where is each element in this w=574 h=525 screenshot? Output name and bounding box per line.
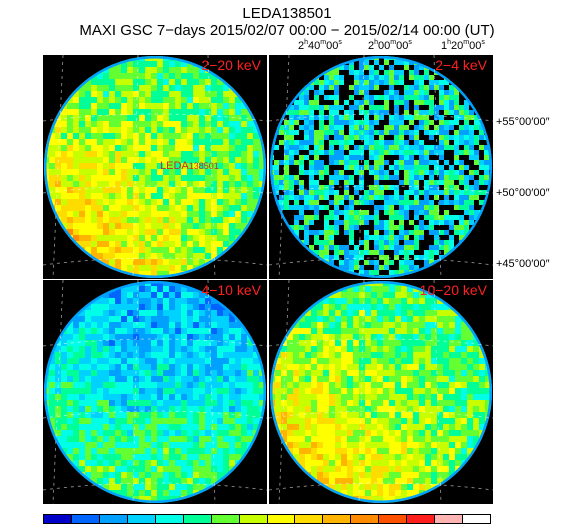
sky-map [43, 280, 267, 504]
colorbar-swatch [127, 515, 156, 523]
source-label-prefix: LEDA [160, 160, 189, 172]
panel-2-4kev: 2−4 keV [269, 55, 493, 279]
colorbar-swatch [435, 515, 464, 523]
colorbar-swatch [99, 515, 128, 523]
colorbar-swatch [463, 515, 490, 523]
source-marker-label: LEDA138501 [160, 160, 219, 172]
panel-2-20kev: 2−20 keV [43, 55, 267, 279]
colorbar-swatch [71, 515, 100, 523]
colorbar-swatch [323, 515, 352, 523]
colorbar-swatch [295, 515, 324, 523]
source-label-number: 138501 [188, 161, 219, 171]
sky-map [269, 280, 493, 504]
colorbar-swatch [351, 515, 380, 523]
image-subtitle: MAXI GSC 7−days 2015/02/07 00:00 − 2015/… [79, 22, 495, 39]
sky-map [269, 55, 493, 279]
colorbar-swatch [407, 515, 436, 523]
colorbar-swatch [239, 515, 268, 523]
sky-map [43, 55, 267, 279]
dec-label-2: +45°00′00″ [496, 258, 550, 270]
panel-10-20kev: 10−20 keV [269, 280, 493, 504]
dec-label-1: +50°00′00″ [496, 187, 550, 199]
colorbar-swatch [267, 515, 296, 523]
colorbar-swatch [183, 515, 212, 523]
ra-label-2: 1h20m00s [441, 39, 485, 52]
colorbar-swatch [155, 515, 184, 523]
colorbar-swatch [211, 515, 240, 523]
band-label: 10−20 keV [419, 282, 487, 298]
colorbar-swatch [379, 515, 408, 523]
image-title: LEDA138501 [242, 5, 332, 22]
ra-label-0: 2h40m00s [298, 39, 342, 52]
ra-label-1: 2h00m00s [368, 39, 412, 52]
dec-label-0: +55°00′00″ [496, 116, 550, 128]
colorbar [43, 514, 491, 524]
band-label: 4−10 keV [201, 282, 261, 298]
band-label: 2−20 keV [201, 57, 261, 73]
band-label: 2−4 keV [435, 57, 487, 73]
panel-4-10kev: 4−10 keV [43, 280, 267, 504]
colorbar-swatch [44, 515, 72, 523]
